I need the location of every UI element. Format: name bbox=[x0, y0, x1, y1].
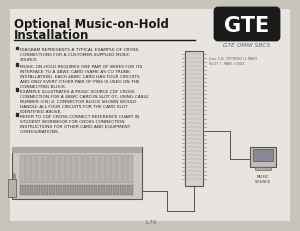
Bar bbox=[37, 155, 42, 183]
Bar bbox=[250, 147, 276, 167]
Text: GTE OMNI SBCS: GTE OMNI SBCS bbox=[224, 43, 271, 48]
FancyBboxPatch shape bbox=[215, 9, 279, 41]
Bar bbox=[84, 185, 90, 195]
Bar bbox=[100, 155, 104, 183]
Bar bbox=[70, 185, 76, 195]
Bar bbox=[20, 155, 25, 183]
Text: EXAMPLE ILLUSTRATES A MUSIC SOURCE CDF CROSS
CONNECTION FOR A 4BWC CARD IN SLOT : EXAMPLE ILLUSTRATES A MUSIC SOURCE CDF C… bbox=[20, 89, 149, 113]
Bar bbox=[16, 64, 18, 66]
Bar bbox=[20, 185, 26, 195]
Bar bbox=[32, 155, 36, 183]
Bar bbox=[26, 155, 30, 183]
Bar bbox=[54, 155, 59, 183]
Bar bbox=[41, 185, 47, 195]
Bar bbox=[83, 155, 87, 183]
Text: CDF: CDF bbox=[14, 170, 17, 177]
Bar bbox=[117, 155, 122, 183]
Text: DIAGRAM REPRESENTS A TYPICAL EXAMPLE OF CROSS
CONNECTIONS FOR A CUSTOMER-SUPPLIE: DIAGRAM REPRESENTS A TYPICAL EXAMPLE OF … bbox=[20, 48, 138, 62]
Text: 1.79: 1.79 bbox=[144, 219, 156, 224]
Bar bbox=[12, 147, 142, 199]
Bar bbox=[94, 155, 99, 183]
Bar bbox=[123, 155, 127, 183]
Bar bbox=[43, 155, 47, 183]
Bar bbox=[255, 167, 271, 170]
Text: GTE: GTE bbox=[224, 16, 270, 36]
Text: MUSIC
SOURCE: MUSIC SOURCE bbox=[255, 174, 271, 183]
Bar bbox=[16, 48, 18, 50]
Bar bbox=[120, 185, 126, 195]
Bar bbox=[66, 155, 70, 183]
Bar bbox=[77, 155, 82, 183]
Bar bbox=[27, 185, 33, 195]
Text: Installation: Installation bbox=[14, 29, 89, 42]
Bar bbox=[98, 185, 104, 195]
Bar bbox=[77, 185, 83, 195]
Bar bbox=[63, 185, 69, 195]
Bar bbox=[106, 155, 110, 183]
Text: Optional Music-on-Hold: Optional Music-on-Hold bbox=[14, 18, 169, 31]
Bar bbox=[56, 185, 62, 195]
Bar bbox=[106, 185, 112, 195]
Bar bbox=[34, 185, 41, 195]
Bar bbox=[112, 185, 119, 195]
Bar bbox=[127, 185, 133, 195]
Bar bbox=[49, 185, 55, 195]
Bar bbox=[185, 52, 203, 186]
Bar bbox=[71, 155, 76, 183]
Bar bbox=[91, 185, 98, 195]
Bar bbox=[128, 155, 133, 183]
Bar bbox=[16, 114, 18, 116]
Bar bbox=[12, 147, 142, 153]
Bar bbox=[8, 179, 16, 197]
Text: MUSIC-ON-HOLD REQUIRES ONE PAIR OF WIRES FOR ITS
INTERFACE TO A 4BWC CARD (SAME : MUSIC-ON-HOLD REQUIRES ONE PAIR OF WIRES… bbox=[20, 64, 142, 88]
Bar bbox=[253, 149, 273, 161]
Bar bbox=[111, 155, 116, 183]
Bar bbox=[88, 155, 93, 183]
Bar bbox=[49, 155, 53, 183]
Text: REFER TO CDF CROSS CONNECT REFERENCE CHART IN
STUDENT WORKBOOK FOR CROSS CONNECT: REFER TO CDF CROSS CONNECT REFERENCE CHA… bbox=[20, 114, 139, 133]
Bar bbox=[60, 155, 64, 183]
Bar bbox=[16, 89, 18, 91]
Text: Line C.B. TIP/RING (1 PAIR)
SLOT 7, PAIR, (CN)4: Line C.B. TIP/RING (1 PAIR) SLOT 7, PAIR… bbox=[209, 57, 257, 65]
